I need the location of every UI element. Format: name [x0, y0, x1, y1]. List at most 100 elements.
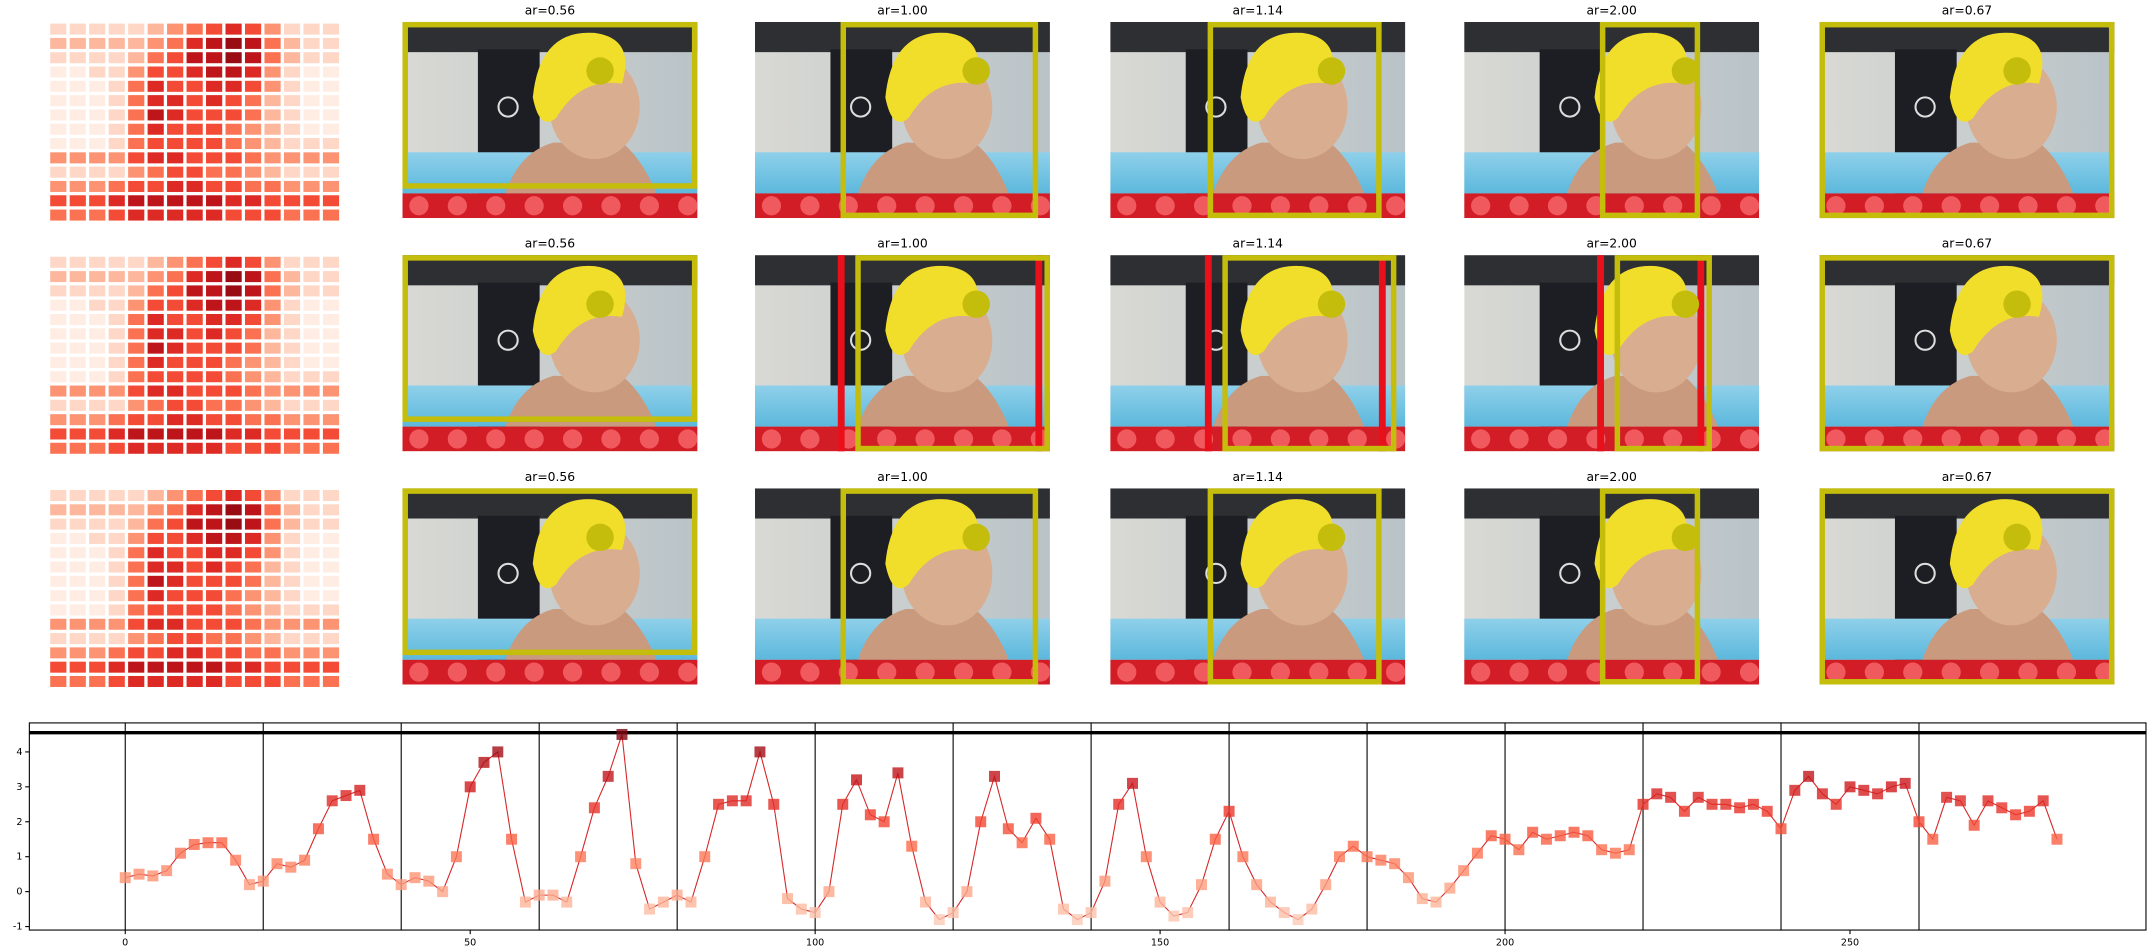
- panel-title: ar=1.14: [1233, 3, 1284, 17]
- red-marker: [1697, 255, 1705, 452]
- heatmap-cell: [225, 371, 242, 383]
- heatmap-cell: [147, 342, 164, 354]
- heatmap-cell: [69, 518, 86, 530]
- heatmap-cell: [206, 166, 223, 178]
- heatmap-cell: [186, 547, 203, 559]
- panel-title: ar=2.00: [1586, 237, 1637, 251]
- data-point: [547, 889, 559, 901]
- data-point: [312, 823, 324, 835]
- heatmap-cell: [128, 166, 145, 178]
- heatmap-cell: [69, 618, 86, 630]
- heatmap-cell: [89, 328, 106, 340]
- heatmap-cell: [167, 328, 184, 340]
- x-tick-label: 150: [1151, 937, 1169, 948]
- data-point: [1499, 833, 1511, 845]
- data-point: [1720, 798, 1732, 810]
- heatmap-cell: [167, 428, 184, 440]
- heatmap-cell: [108, 314, 125, 326]
- heatmap-cell: [225, 675, 242, 687]
- heatmap-cell: [283, 489, 301, 502]
- heatmap-cell: [225, 661, 242, 673]
- heatmap-cell: [186, 489, 203, 502]
- data-point: [1002, 823, 1014, 835]
- heatmap-cell: [322, 661, 340, 673]
- heatmap-cell: [108, 195, 125, 207]
- data-point: [1320, 879, 1332, 891]
- heatmap-cell: [50, 109, 67, 121]
- heatmap-cell: [225, 80, 242, 92]
- heatmap-cell: [206, 314, 223, 326]
- data-point: [768, 798, 780, 810]
- heatmap-cell: [206, 37, 223, 49]
- data-point: [1016, 837, 1028, 849]
- heatmap-cell: [69, 271, 86, 283]
- heatmap-cell: [128, 532, 145, 544]
- heatmap-cell: [108, 256, 125, 268]
- heatmap-cell: [69, 37, 86, 49]
- panel-title: ar=1.00: [877, 3, 928, 17]
- heatmap-cell: [50, 661, 67, 673]
- plot-area: [28, 722, 2147, 931]
- heatmap-cell: [50, 618, 67, 630]
- heatmap-cell: [303, 195, 320, 207]
- data-point: [1085, 907, 1097, 919]
- heatmap-cell: [69, 109, 86, 121]
- bounding-box: [1207, 21, 1382, 219]
- heatmap-cell: [167, 518, 184, 530]
- heatmap-cell: [186, 428, 203, 440]
- heatmap-cell: [147, 414, 164, 426]
- heatmap-cell: [89, 314, 106, 326]
- heatmap-cell: [147, 489, 164, 502]
- data-point: [506, 833, 518, 845]
- heatmap-cell: [264, 299, 281, 311]
- x-tick-label: 250: [1841, 937, 1859, 948]
- heatmap-cell: [303, 399, 320, 411]
- heatmap-cell: [303, 109, 320, 121]
- data-point: [920, 896, 932, 908]
- heatmap-cell: [108, 356, 125, 368]
- heatmap-cell: [283, 532, 301, 544]
- heatmap-cell: [89, 414, 106, 426]
- data-point: [326, 795, 338, 807]
- heatmap-cell: [244, 504, 262, 516]
- heatmap-cell: [167, 195, 184, 207]
- data-point: [1872, 788, 1884, 800]
- heatmap-cell: [283, 575, 301, 587]
- heatmap-cell: [244, 356, 262, 368]
- heatmap-cell: [264, 675, 281, 687]
- heatmap-cell: [225, 109, 242, 121]
- heatmap-cell: [89, 618, 106, 630]
- heatmap-cell: [128, 547, 145, 559]
- heatmap-cell: [89, 504, 106, 516]
- heatmap-cell: [322, 138, 340, 150]
- heatmap-cell: [244, 399, 262, 411]
- data-point: [1747, 798, 1759, 810]
- data-point: [188, 838, 200, 850]
- data-point: [1761, 805, 1773, 817]
- heatmap-cell: [303, 675, 320, 687]
- heatmap-cell: [186, 209, 203, 221]
- heatmap-cell: [303, 633, 320, 645]
- heatmap-cell: [283, 80, 301, 92]
- heatmap-cell: [283, 661, 301, 673]
- heatmap-cell: [108, 138, 125, 150]
- photo: [1464, 255, 1760, 452]
- keypoint: [586, 523, 614, 552]
- data-point: [1168, 910, 1180, 922]
- heatmap-cell: [264, 590, 281, 602]
- heatmap-cell: [50, 180, 67, 192]
- heatmap-cell: [147, 256, 164, 268]
- heatmap-cell: [186, 399, 203, 411]
- heatmap-cell: [69, 442, 86, 454]
- heatmap-cell: [283, 518, 301, 530]
- heatmap-cell: [69, 504, 86, 516]
- heatmap-cell: [147, 385, 164, 397]
- heatmap-cell: [89, 675, 106, 687]
- heatmap-cell: [264, 532, 281, 544]
- heatmap-cell: [283, 399, 301, 411]
- heatmap-cell: [283, 618, 301, 630]
- heatmap-cell: [206, 442, 223, 454]
- data-point: [1292, 914, 1304, 926]
- panel-title: ar=0.67: [1942, 470, 1992, 484]
- heatmap-cell: [225, 414, 242, 426]
